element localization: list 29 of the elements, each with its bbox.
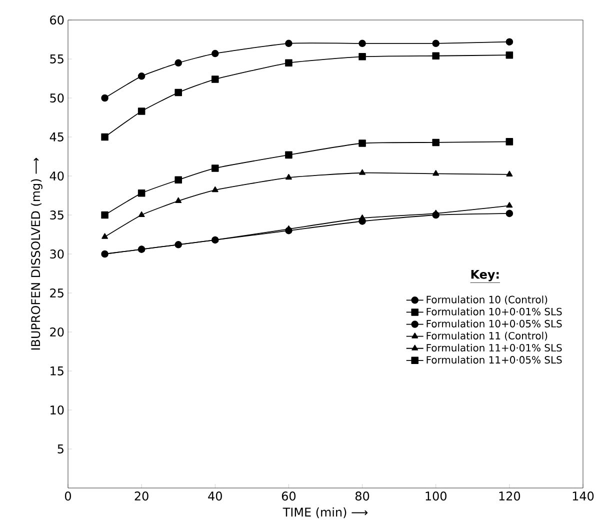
legend-label: Formulation 10 (Control): [426, 296, 548, 305]
x-tick-label: 40: [208, 492, 222, 501]
x-tick-label: 80: [355, 492, 370, 501]
legend-label: Formulation 10+0·05% SLS: [426, 320, 562, 328]
y-tick-label: 55: [50, 54, 64, 64]
x-tick-label: 60: [282, 492, 296, 501]
y-tick-label: 15: [50, 366, 64, 376]
y-tick-label: 25: [50, 288, 64, 298]
x-tick-label: 0: [64, 492, 72, 501]
x-axis-title: TIME (min) ⟶: [282, 507, 368, 518]
legend-label: Formulation 11 (Control): [426, 332, 548, 341]
x-tick-label: 140: [572, 492, 594, 501]
legend-label: Formulation 10+0·01% SLS: [426, 308, 562, 316]
y-tick-label: 20: [50, 327, 64, 337]
legend-title: Key:: [471, 270, 499, 282]
y-tick-label: 10: [50, 405, 64, 415]
y-tick-label: 60: [50, 15, 64, 25]
y-tick-label: 40: [50, 171, 64, 181]
y-axis-title: IBUPROFEN DISSOLVED (mg) ⟶: [30, 158, 42, 350]
y-tick-label: 50: [50, 93, 64, 103]
x-tick-label: 100: [426, 492, 446, 501]
y-tick-label: 30: [50, 249, 64, 259]
legend-label: Formulation 11+0·01% SLS: [426, 344, 562, 352]
x-tick-label: 20: [134, 492, 148, 501]
legend-label: Formulation 11+0·05% SLS: [426, 356, 562, 364]
y-tick-label: 45: [50, 132, 64, 142]
y-tick-label: 35: [50, 210, 64, 220]
y-tick-label: 5: [58, 444, 64, 454]
x-tick-label: 120: [499, 492, 520, 501]
